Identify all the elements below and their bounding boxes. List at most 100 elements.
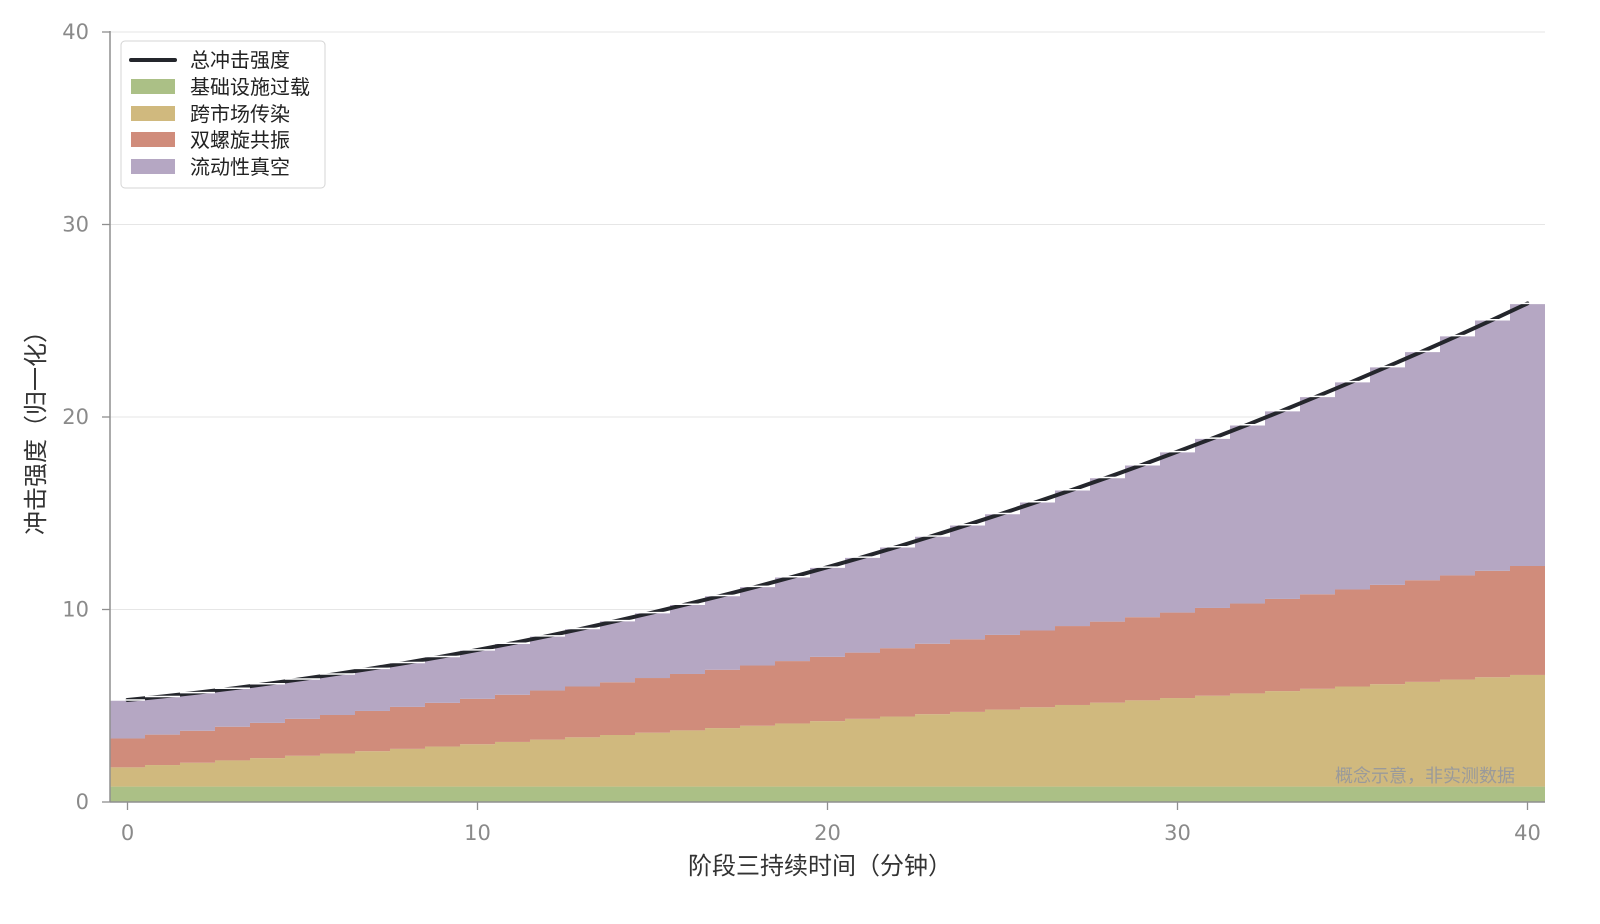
series-1-bar: [1230, 786, 1265, 802]
series-2-bar: [110, 767, 145, 787]
series-1-bar: [110, 786, 145, 802]
series-4-bar: [600, 620, 635, 683]
series-4-bar: [145, 696, 180, 735]
series-4-bar: [425, 656, 460, 703]
series-4-bar: [635, 612, 670, 679]
series-1-bar: [810, 786, 845, 802]
series-4-bar: [705, 595, 740, 670]
series-3-bar: [670, 673, 705, 731]
y-tick-label: 20: [62, 405, 89, 429]
series-3-bar: [845, 652, 880, 719]
legend-label-series-1: 基础设施过载: [190, 75, 310, 99]
series-2-bar: [880, 716, 915, 787]
series-3-bar: [1440, 575, 1475, 680]
series-1-bar: [1055, 786, 1090, 802]
series-4-bar: [1510, 303, 1545, 566]
series-2-bar: [285, 755, 320, 787]
series-3-bar: [1160, 612, 1195, 699]
series-1-bar: [1405, 786, 1440, 802]
series-3-bar: [530, 690, 565, 740]
series-1-bar: [530, 786, 565, 802]
series-4-bar: [880, 546, 915, 649]
series-3-bar: [985, 634, 1020, 710]
series-3-bar: [635, 678, 670, 733]
x-axis-label: 阶段三持续时间（分钟）: [688, 852, 952, 880]
series-3-bar: [1335, 589, 1370, 687]
series-2-bar: [1020, 707, 1055, 787]
series-3-bar: [600, 682, 635, 736]
series-3-bar: [810, 656, 845, 722]
legend-swatch-series-1: [131, 79, 175, 94]
series-3-bar: [145, 734, 180, 766]
legend-label-series-2: 跨市场传染: [190, 102, 290, 126]
series-2-bar: [250, 758, 285, 787]
series-4-bar: [180, 692, 215, 731]
series-1-bar: [670, 786, 705, 802]
series-4-bar: [950, 524, 985, 640]
series-1-bar: [460, 786, 495, 802]
series-3-bar: [1300, 594, 1335, 689]
series-2-bar: [985, 709, 1020, 787]
series-2-bar: [495, 741, 530, 787]
series-3-bar: [390, 706, 425, 749]
series-3-bar: [1020, 630, 1055, 708]
series-1-bar: [880, 786, 915, 802]
series-4-bar: [1020, 501, 1055, 631]
series-2-bar: [775, 723, 810, 787]
series-1-bar: [600, 786, 635, 802]
series-3-bar: [250, 722, 285, 759]
series-1-bar: [1475, 786, 1510, 802]
legend-box: [120, 40, 326, 189]
series-1-bar: [1335, 786, 1370, 802]
series-4-bar: [495, 643, 530, 695]
series-3-bar: [740, 665, 775, 726]
series-4-bar: [845, 557, 880, 653]
series-4-bar: [670, 604, 705, 674]
series-4-bar: [1195, 438, 1230, 608]
series-2-bar: [810, 721, 845, 787]
legend: 总冲击强度 基础设施过载 跨市场传染 双螺旋共振 流动性真空: [120, 40, 326, 189]
series-3-bar: [705, 669, 740, 729]
series-4-bar: [1370, 366, 1405, 585]
series-4-bar: [985, 513, 1020, 635]
x-tick-label: 10: [464, 821, 491, 845]
series-2-bar: [1125, 700, 1160, 787]
series-3-bar: [180, 730, 215, 763]
series-1-bar: [355, 786, 390, 802]
series-4-bar: [460, 649, 495, 699]
y-axis-label: 冲击强度（归一化）: [22, 319, 50, 535]
series-2-bar: [565, 737, 600, 787]
series-4-bar: [1300, 396, 1335, 595]
series-3-bar: [285, 718, 320, 756]
series-1-bar: [740, 786, 775, 802]
series-2-bar: [950, 711, 985, 787]
series-4-bar: [1335, 381, 1370, 590]
series-1-bar: [145, 786, 180, 802]
series-4-bar: [390, 662, 425, 707]
series-2-bar: [320, 753, 355, 787]
series-2-bar: [845, 718, 880, 787]
series-3-bar: [320, 714, 355, 754]
series-2-bar: [1335, 686, 1370, 787]
series-1-bar: [320, 786, 355, 802]
x-axis-ticks: 0 10 20 30 40: [121, 802, 1541, 845]
series-3-bar: [1265, 598, 1300, 692]
series-1-bar: [390, 786, 425, 802]
series-3-bar: [775, 661, 810, 724]
series-1-bar: [495, 786, 530, 802]
series-1-bar: [1090, 786, 1125, 802]
series-1-bar: [1265, 786, 1300, 802]
series-2-bar: [915, 714, 950, 787]
series-1-bar: [1510, 786, 1545, 802]
series-1-bar: [285, 786, 320, 802]
series-3-bar: [460, 698, 495, 745]
series-4-bar: [530, 635, 565, 691]
series-2-bar: [1160, 698, 1195, 787]
series-1-bar: [950, 786, 985, 802]
series-1-bar: [180, 786, 215, 802]
series-1-bar: [1160, 786, 1195, 802]
series-2-bar: [705, 728, 740, 787]
series-3-bar: [1405, 580, 1440, 682]
